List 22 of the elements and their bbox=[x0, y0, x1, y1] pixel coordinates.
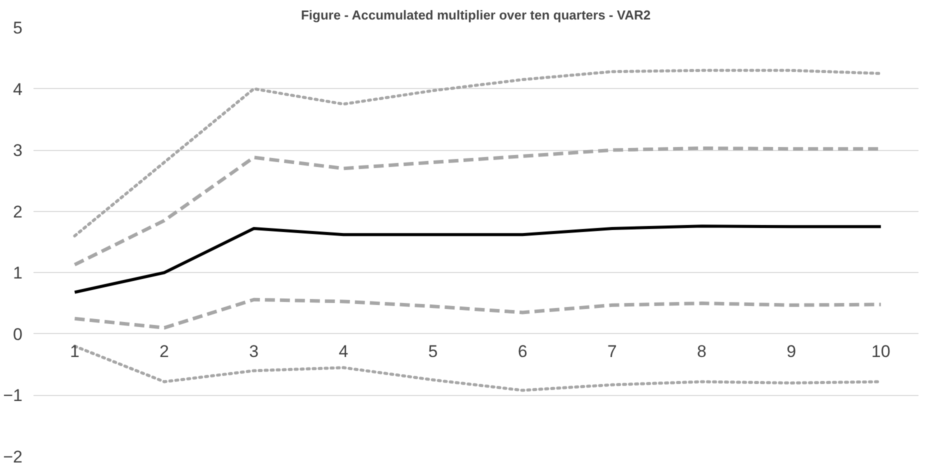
x-tick-label: 2 bbox=[160, 342, 170, 361]
x-tick-label: 8 bbox=[697, 342, 706, 361]
line-series bbox=[73, 68, 882, 238]
line-series bbox=[73, 224, 882, 294]
x-tick-label: 6 bbox=[518, 342, 528, 361]
y-tick-label: −2 bbox=[3, 448, 23, 466]
y-tick-label: 5 bbox=[13, 18, 23, 38]
x-tick-label: 4 bbox=[338, 342, 348, 361]
chart-title: Figure - Accumulated multiplier over ten quarters - VAR2 bbox=[300, 8, 651, 22]
y-tick-label: −1 bbox=[3, 386, 23, 406]
x-tick-label: 1 bbox=[70, 342, 80, 361]
y-tick-label: 1 bbox=[13, 264, 23, 283]
x-tick-label: 5 bbox=[428, 342, 438, 361]
x-tick-label: 7 bbox=[607, 342, 617, 361]
line-series bbox=[72, 298, 883, 330]
y-tick-label: 0 bbox=[13, 324, 23, 344]
y-tick-label: 3 bbox=[13, 141, 23, 160]
y-tick-label: 4 bbox=[13, 80, 23, 99]
y-tick-label: 2 bbox=[13, 202, 23, 222]
x-tick-label: 10 bbox=[871, 342, 890, 361]
x-tick-label: 3 bbox=[249, 342, 259, 361]
x-tick-label: 9 bbox=[786, 342, 796, 361]
